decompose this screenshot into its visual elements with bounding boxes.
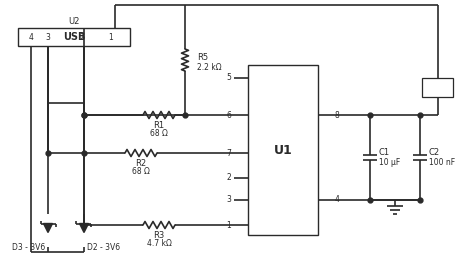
Text: 68 Ω: 68 Ω <box>150 130 168 138</box>
Text: 3: 3 <box>46 33 50 41</box>
Text: 5: 5 <box>227 73 231 82</box>
Text: C1: C1 <box>379 148 390 157</box>
Text: 2.2 kΩ: 2.2 kΩ <box>197 62 222 72</box>
Polygon shape <box>44 224 53 233</box>
Text: R1: R1 <box>154 121 164 130</box>
Text: D3 - 3V6: D3 - 3V6 <box>12 242 45 252</box>
Text: 4: 4 <box>335 196 339 204</box>
Text: C2: C2 <box>429 148 440 157</box>
Bar <box>18 28 130 46</box>
Text: 100 nF: 100 nF <box>429 158 455 167</box>
Text: 8: 8 <box>335 110 339 119</box>
Text: 10 µF: 10 µF <box>379 158 400 167</box>
Text: VCC: VCC <box>428 82 448 92</box>
Text: 68 Ω: 68 Ω <box>132 167 150 176</box>
Text: R2: R2 <box>136 159 146 169</box>
Text: 1: 1 <box>227 221 231 230</box>
Text: 6: 6 <box>227 110 231 119</box>
FancyBboxPatch shape <box>422 78 454 96</box>
Text: R5: R5 <box>197 53 208 62</box>
Text: 1: 1 <box>109 33 113 41</box>
Text: 2: 2 <box>227 173 231 182</box>
Text: D2 - 3V6: D2 - 3V6 <box>87 242 120 252</box>
Text: 7: 7 <box>227 149 231 158</box>
Text: 4: 4 <box>28 33 34 41</box>
Text: 4.7 kΩ: 4.7 kΩ <box>146 239 172 249</box>
Text: U2: U2 <box>68 18 80 27</box>
Text: 3: 3 <box>227 196 231 204</box>
Polygon shape <box>80 224 89 233</box>
Text: U1: U1 <box>273 144 292 156</box>
Text: USB: USB <box>63 32 85 42</box>
Text: R3: R3 <box>154 232 164 241</box>
Bar <box>248 65 318 235</box>
Text: 2: 2 <box>80 33 84 41</box>
